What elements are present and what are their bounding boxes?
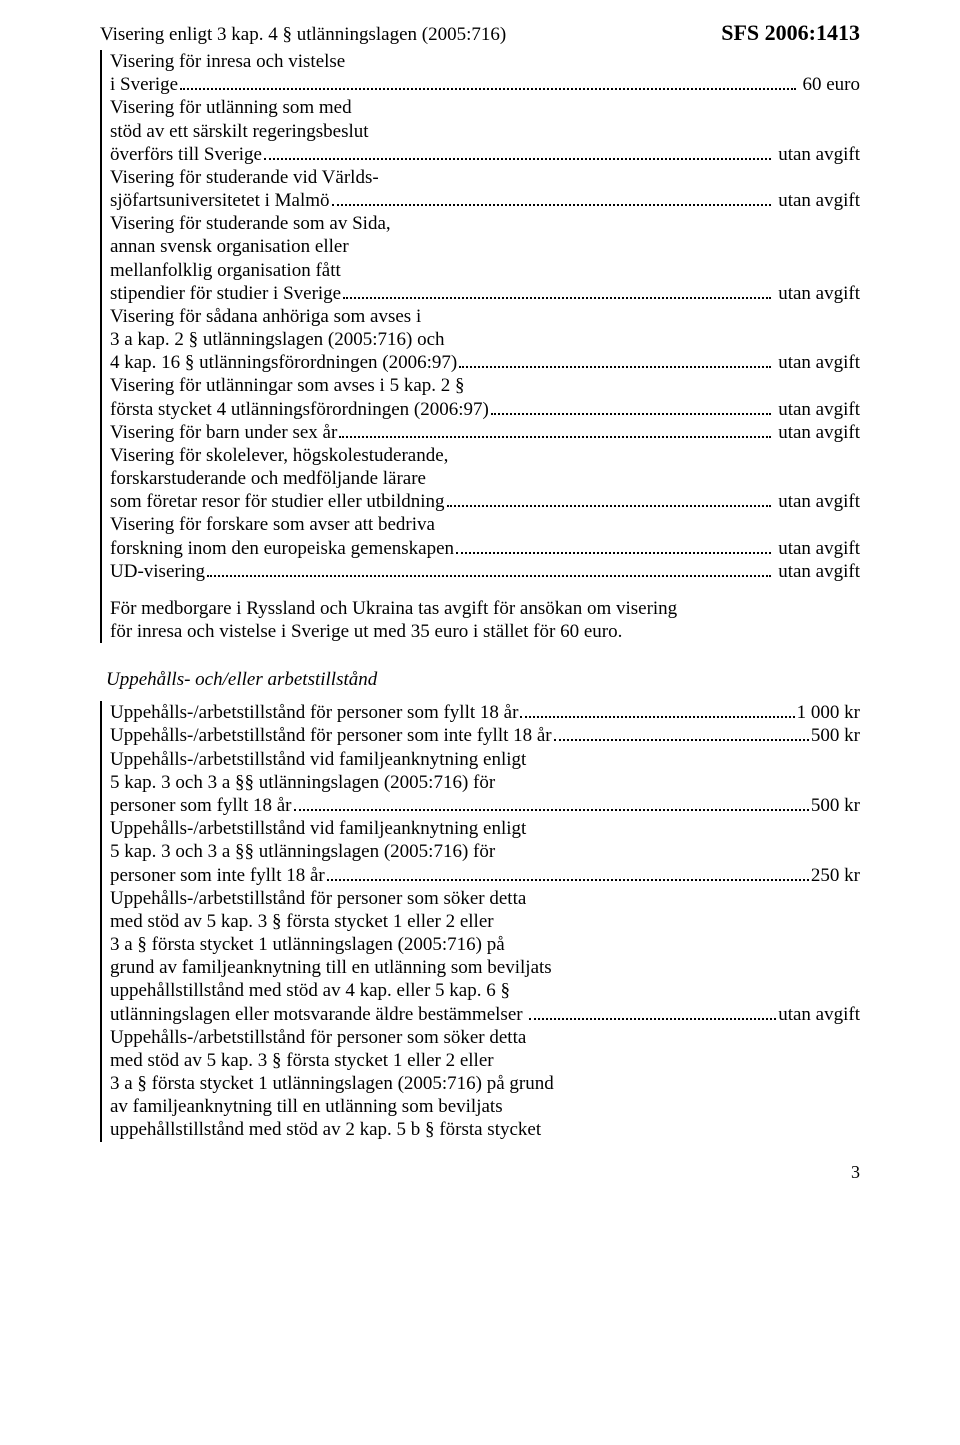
dot-leader xyxy=(339,436,771,438)
fee-label: personer som inte fyllt 18 år xyxy=(110,864,325,887)
permit-block: Uppehålls-/arbetstillstånd för personer … xyxy=(100,701,860,1141)
text-line: Visering för skolelever, högskolestudera… xyxy=(110,444,860,467)
fee-label: Visering för barn under sex år xyxy=(110,421,337,444)
fee-value: utan avgift xyxy=(773,143,860,166)
visa-block: Visering för inresa och vistelsei Sverig… xyxy=(100,50,860,643)
text-line: Uppehålls-/arbetstillstånd vid familjean… xyxy=(110,748,860,771)
text-line: Visering för forskare som avser att bedr… xyxy=(110,513,860,536)
fee-value: 500 kr xyxy=(811,724,860,747)
text-line: 5 kap. 3 och 3 a §§ utlänningslagen (200… xyxy=(110,840,860,863)
text-line: stöd av ett särskilt regeringsbeslut xyxy=(110,120,860,143)
fee-label: utlänningslagen eller motsvarande äldre … xyxy=(110,1003,527,1026)
fee-label: stipendier för studier i Sverige xyxy=(110,282,341,305)
text-line: av familjeanknytning till en utlänning s… xyxy=(110,1095,860,1118)
fee-label: UD-visering xyxy=(110,560,205,583)
fee-row: 4 kap. 16 § utlänningsförordningen (2006… xyxy=(110,351,860,374)
fee-row: sjöfartsuniversitetet i Malmö utan avgif… xyxy=(110,189,860,212)
dot-leader xyxy=(180,88,796,90)
text-line: Uppehålls-/arbetstillstånd vid familjean… xyxy=(110,817,860,840)
text-line: med stöd av 5 kap. 3 § första stycket 1 … xyxy=(110,1049,860,1072)
text-line: 3 a § första stycket 1 utlänningslagen (… xyxy=(110,933,860,956)
text-line: Visering för studerande som av Sida, xyxy=(110,212,860,235)
fee-value: utan avgift xyxy=(773,421,860,444)
fee-value: utan avgift xyxy=(773,490,860,513)
fee-row: personer som fyllt 18 år 500 kr xyxy=(110,794,860,817)
fee-row: som företar resor för studier eller utbi… xyxy=(110,490,860,513)
text-line: uppehållstillstånd med stöd av 4 kap. el… xyxy=(110,979,860,1002)
dot-leader xyxy=(264,158,772,160)
dot-leader xyxy=(343,297,771,299)
fee-label: Uppehålls-/arbetstillstånd för personer … xyxy=(110,724,552,747)
text-line: Visering för studerande vid Världs- xyxy=(110,166,860,189)
text-line: Visering för inresa och vistelse xyxy=(110,50,860,73)
text-line: 3 a § första stycket 1 utlänningslagen (… xyxy=(110,1072,860,1095)
fee-value: 250 kr xyxy=(811,864,860,887)
sfs-ref: SFS 2006:1413 xyxy=(721,20,860,46)
dot-leader xyxy=(447,505,772,507)
text-line: 5 kap. 3 och 3 a §§ utlänningslagen (200… xyxy=(110,771,860,794)
fee-row: första stycket 4 utlänningsförordningen … xyxy=(110,398,860,421)
fee-row: Uppehålls-/arbetstillstånd för personer … xyxy=(110,724,860,747)
fee-label: forskning inom den europeiska gemenskape… xyxy=(110,537,454,560)
fee-row: överförs till Sverige utan avgift xyxy=(110,143,860,166)
fee-value: utan avgift xyxy=(773,351,860,374)
text-line: Visering för sådana anhöriga som avses i xyxy=(110,305,860,328)
footnote-line: för inresa och vistelse i Sverige ut med… xyxy=(110,620,860,643)
dot-leader xyxy=(294,809,809,811)
dot-leader xyxy=(207,575,771,577)
text-line: 3 a kap. 2 § utlänningslagen (2005:716) … xyxy=(110,328,860,351)
text-line: Uppehålls-/arbetstillstånd för personer … xyxy=(110,887,860,910)
fee-value: 1 000 kr xyxy=(797,701,860,724)
dot-leader xyxy=(529,1018,776,1020)
fee-value: utan avgift xyxy=(773,560,860,583)
fee-value: utan avgift xyxy=(773,398,860,421)
fee-row: stipendier för studier i Sverige utan av… xyxy=(110,282,860,305)
text-line: forskarstuderande och medföljande lärare xyxy=(110,467,860,490)
fee-row: i Sverige 60 euro xyxy=(110,73,860,96)
fee-value: 60 euro xyxy=(798,73,860,96)
dot-leader xyxy=(459,366,771,368)
dot-leader xyxy=(491,413,772,415)
fee-value: utan avgift xyxy=(778,1003,860,1026)
fee-row: UD-visering utan avgift xyxy=(110,560,860,583)
fee-label: första stycket 4 utlänningsförordningen … xyxy=(110,398,489,421)
page-number: 3 xyxy=(100,1162,860,1183)
dot-leader xyxy=(327,879,809,881)
fee-label: personer som fyllt 18 år xyxy=(110,794,292,817)
fee-row: Visering för barn under sex år utan avgi… xyxy=(110,421,860,444)
fee-row: Uppehålls-/arbetstillstånd för personer … xyxy=(110,701,860,724)
text-line: grund av familjeanknytning till en utlän… xyxy=(110,956,860,979)
fee-value: 500 kr xyxy=(811,794,860,817)
text-line: med stöd av 5 kap. 3 § första stycket 1 … xyxy=(110,910,860,933)
section-heading-2: Uppehålls- och/eller arbetstillstånd xyxy=(106,669,860,691)
fee-label: 4 kap. 16 § utlänningsförordningen (2006… xyxy=(110,351,457,374)
fee-value: utan avgift xyxy=(773,282,860,305)
text-line: mellanfolklig organisation fått xyxy=(110,259,860,282)
fee-label: överförs till Sverige xyxy=(110,143,262,166)
footnote-line: För medborgare i Ryssland och Ukraina ta… xyxy=(110,597,860,620)
text-line: Visering för utlänningar som avses i 5 k… xyxy=(110,374,860,397)
fee-label: sjöfartsuniversitetet i Malmö xyxy=(110,189,330,212)
fee-row: personer som inte fyllt 18 år 250 kr xyxy=(110,864,860,887)
footnote: För medborgare i Ryssland och Ukraina ta… xyxy=(110,597,860,643)
fee-label: i Sverige xyxy=(110,73,178,96)
dot-leader xyxy=(332,204,772,206)
fee-row: forskning inom den europeiska gemenskape… xyxy=(110,537,860,560)
text-line: uppehållstillstånd med stöd av 2 kap. 5 … xyxy=(110,1118,860,1141)
section-title: Visering enligt 3 kap. 4 § utlänningslag… xyxy=(100,24,506,46)
fee-value: utan avgift xyxy=(773,537,860,560)
fee-label: Uppehålls-/arbetstillstånd för personer … xyxy=(110,701,518,724)
text-line: Uppehålls-/arbetstillstånd för personer … xyxy=(110,1026,860,1049)
fee-label: som företar resor för studier eller utbi… xyxy=(110,490,445,513)
fee-value: utan avgift xyxy=(773,189,860,212)
text-line: Visering för utlänning som med xyxy=(110,96,860,119)
dot-leader xyxy=(554,739,809,741)
dot-leader xyxy=(456,552,771,554)
fee-row: utlänningslagen eller motsvarande äldre … xyxy=(110,1003,860,1026)
dot-leader xyxy=(520,716,794,718)
text-line: annan svensk organisation eller xyxy=(110,235,860,258)
